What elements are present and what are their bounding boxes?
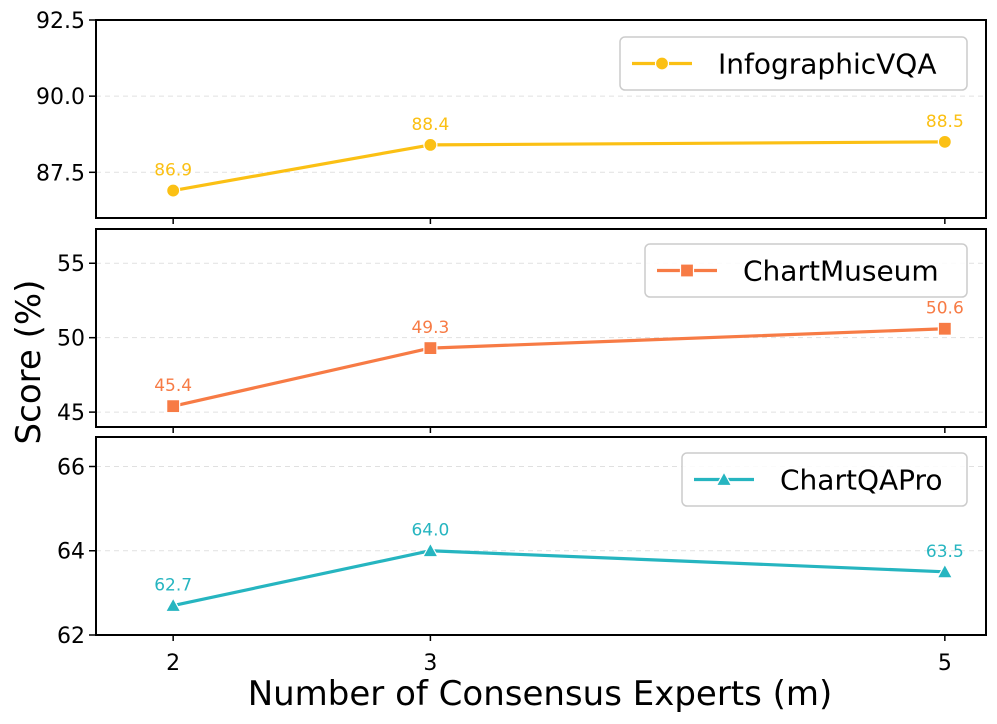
x-tick-label: 3	[423, 651, 437, 676]
panel-frame	[95, 228, 987, 428]
y-axis-label: Score (%)	[9, 280, 49, 445]
data-point	[423, 340, 438, 356]
panel-1: 87.5 90.0 92.5 86.9 88.4 88.5 InfographicVQA	[36, 9, 987, 224]
y-tick-label: 66	[57, 455, 85, 480]
data-label: 45.4	[154, 376, 192, 396]
legend: InfographicVQA	[619, 36, 968, 91]
legend-marker	[654, 56, 670, 71]
legend-marker	[715, 470, 733, 487]
series-line	[172, 140, 945, 193]
legend-box	[619, 36, 968, 91]
data-label: 88.5	[926, 112, 964, 132]
panel-frame	[95, 19, 987, 219]
data-point	[164, 596, 182, 613]
y-tick-label: 92.5	[36, 9, 85, 34]
y-tick-label: 64	[57, 540, 85, 565]
legend: ChartMuseum	[644, 243, 968, 298]
y-tick-label: 62	[57, 624, 85, 649]
panel-3: 62 64 66 2 3 5 62.7 64.0 63.5 ChartQAPro	[57, 436, 987, 676]
data-point	[423, 137, 438, 152]
x-tick-label: 5	[938, 651, 952, 676]
data-label: 50.6	[926, 299, 964, 319]
series-line	[172, 327, 945, 408]
data-point	[166, 399, 181, 414]
legend-label: ChartMuseum	[743, 255, 939, 288]
legend-box	[681, 452, 968, 507]
panel-frame	[95, 436, 987, 636]
data-label: 88.4	[411, 115, 449, 135]
legend-marker	[679, 263, 695, 278]
data-point	[421, 542, 439, 558]
data-label: 49.3	[411, 318, 449, 338]
legend: ChartQAPro	[681, 452, 968, 507]
legend-label: ChartQAPro	[780, 464, 943, 497]
y-tick-label: 87.5	[36, 161, 85, 186]
data-point	[936, 563, 954, 579]
x-tick-label: 2	[166, 651, 180, 676]
data-point	[937, 321, 952, 336]
data-label: 64.0	[411, 521, 449, 541]
data-label: 63.5	[926, 542, 964, 562]
series-line	[172, 549, 945, 608]
y-tick-label: 55	[57, 252, 85, 277]
data-label: 86.9	[154, 161, 192, 181]
legend-label: InfographicVQA	[718, 48, 936, 81]
data-point	[166, 183, 181, 198]
panel-2: 45 50 55 45.4 49.3 50.6 ChartMuseum	[57, 228, 987, 433]
data-point	[937, 134, 952, 149]
y-tick-label: 50	[57, 327, 85, 352]
legend-box	[644, 243, 968, 298]
y-tick-label: 45	[57, 401, 85, 426]
data-label: 62.7	[154, 576, 192, 596]
y-tick-label: 90.0	[36, 85, 85, 110]
x-axis-label: Number of Consensus Experts (m)	[248, 674, 833, 714]
